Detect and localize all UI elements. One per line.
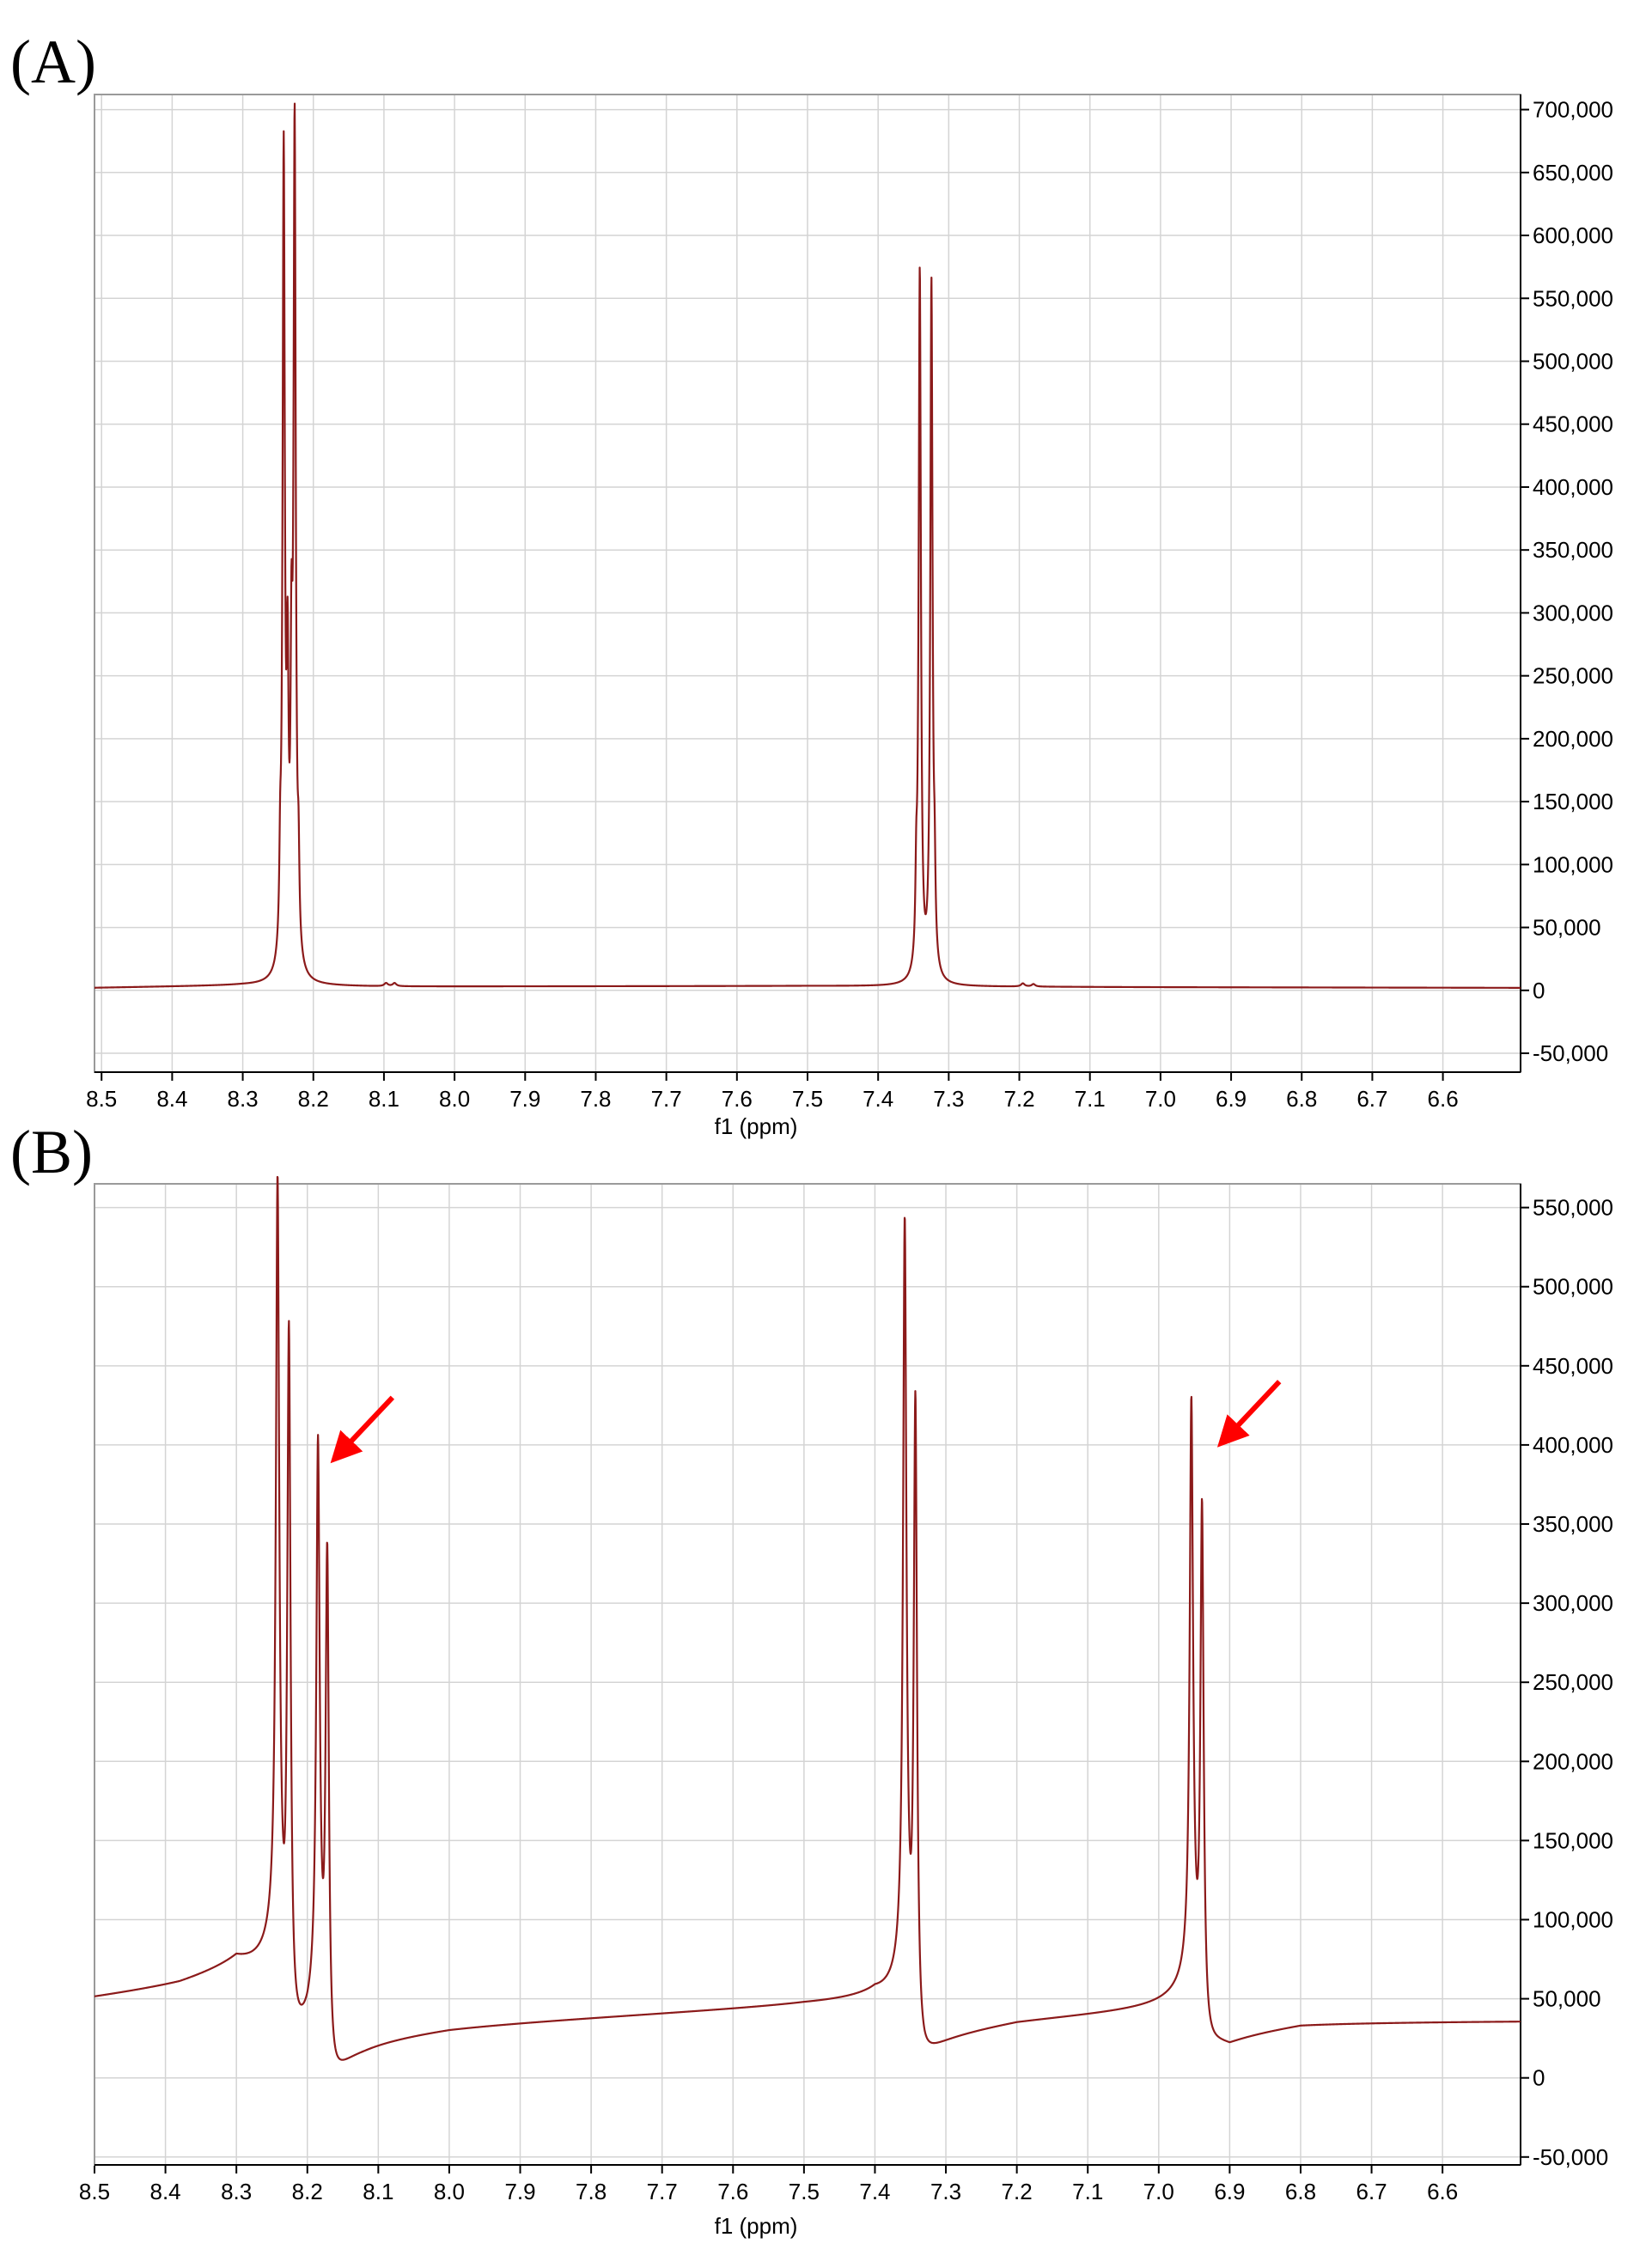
x-tick-label: 7.0: [1143, 2179, 1174, 2204]
x-tick-label: 6.8: [1285, 2179, 1316, 2204]
y-tick-label: -50,000: [1533, 2144, 1608, 2170]
x-tick-label: 7.3: [930, 2179, 961, 2204]
y-tick-label: 350,000: [1533, 537, 1613, 563]
panel-label: (A): [10, 27, 96, 96]
x-tick-label: 7.8: [576, 2179, 607, 2204]
y-tick-label: 250,000: [1533, 663, 1613, 689]
x-tick-label: 7.4: [859, 2179, 890, 2204]
y-tick-label: 500,000: [1533, 348, 1613, 374]
annotation-arrow: [1216, 1380, 1282, 1448]
x-tick-label: 7.2: [1002, 2179, 1033, 2204]
x-tick-label: 8.2: [298, 1086, 329, 1112]
y-tick-label: 200,000: [1533, 726, 1613, 752]
y-tick-label: 300,000: [1533, 600, 1613, 625]
y-tick-label: 550,000: [1533, 285, 1613, 311]
x-tick-label: 8.1: [363, 2179, 393, 2204]
y-tick-label: 0: [1533, 2065, 1545, 2091]
x-tick-label: 8.0: [439, 1086, 470, 1112]
y-tick-label: 600,000: [1533, 223, 1613, 248]
spectrum-line: [94, 102, 1521, 989]
y-tick-label: 400,000: [1533, 1432, 1613, 1458]
x-tick-label: 6.6: [1427, 2179, 1458, 2204]
panel-label: (B): [10, 1118, 93, 1186]
x-tick-label: 7.5: [792, 1086, 823, 1112]
x-tick-label: 8.4: [150, 2179, 181, 2204]
x-tick-label: 6.9: [1214, 2179, 1245, 2204]
x-tick-label: 8.1: [369, 1086, 399, 1112]
y-tick-label: 400,000: [1533, 474, 1613, 500]
x-tick-label: 8.5: [79, 2179, 110, 2204]
y-tick-label: 300,000: [1533, 1590, 1613, 1616]
x-tick-label: 8.5: [86, 1086, 117, 1112]
x-tick-label: 7.3: [933, 1086, 964, 1112]
y-tick-label: 100,000: [1533, 1907, 1613, 1933]
x-tick-label: 8.4: [156, 1086, 187, 1112]
annotation-arrow: [330, 1395, 395, 1464]
spectrum-panel-b: (B) 8.5 8.4 8.3 8.2 8.1 8.0 7.9 7.8 7.7 7.6 7.5 7.4 7…: [10, 1118, 1613, 2239]
x-axis-title: f1 (ppm): [715, 1113, 798, 1139]
x-tick-label: 7.4: [863, 1086, 893, 1112]
y-tick-label: 50,000: [1533, 1986, 1601, 2012]
y-tick-label: 700,000: [1533, 97, 1613, 123]
y-tick-label: 450,000: [1533, 412, 1613, 437]
x-tick-label: 6.8: [1286, 1086, 1317, 1112]
x-tick-label: 7.9: [504, 2179, 535, 2204]
spectrum-panel-a: (A) 8.5 8.4 8.3 8.2 8.1 8.0 7.9 7.8 7.7 7.6 7.5 7.4 7…: [10, 27, 1613, 1139]
x-tick-label: 7.9: [509, 1086, 540, 1112]
y-tick-label: 150,000: [1533, 789, 1613, 814]
y-tick-label: 350,000: [1533, 1511, 1613, 1537]
x-tick-label: 6.7: [1356, 2179, 1387, 2204]
y-tick-label: 250,000: [1533, 1669, 1613, 1695]
plot-frame: [94, 1183, 1521, 2166]
x-tick-label: 8.2: [292, 2179, 323, 2204]
x-tick-label: 6.7: [1356, 1086, 1387, 1112]
x-tick-label: 8.0: [434, 2179, 465, 2204]
x-tick-label: 7.7: [651, 1086, 682, 1112]
y-tick-label: -50,000: [1533, 1040, 1608, 1066]
spectrum-line: [94, 1175, 1521, 2061]
y-tick-label: 150,000: [1533, 1827, 1613, 1853]
x-tick-label: 7.1: [1075, 1086, 1106, 1112]
y-tick-label: 0: [1533, 978, 1545, 1003]
x-tick-label: 7.5: [789, 2179, 820, 2204]
x-tick-label: 8.3: [227, 1086, 258, 1112]
x-tick-label: 6.9: [1216, 1086, 1247, 1112]
x-tick-label: 7.6: [722, 1086, 753, 1112]
y-tick-label: 100,000: [1533, 851, 1613, 877]
x-tick-label: 7.1: [1072, 2179, 1103, 2204]
x-tick-label: 7.7: [647, 2179, 678, 2204]
x-tick-label: 6.6: [1428, 1086, 1459, 1112]
x-tick-label: 8.3: [221, 2179, 252, 2204]
y-tick-label: 500,000: [1533, 1274, 1613, 1300]
x-tick-label: 7.8: [580, 1086, 611, 1112]
y-tick-label: 50,000: [1533, 915, 1601, 941]
x-axis-title: f1 (ppm): [715, 2213, 798, 2239]
y-tick-label: 650,000: [1533, 160, 1613, 186]
y-tick-label: 200,000: [1533, 1748, 1613, 1774]
y-tick-label: 550,000: [1533, 1195, 1613, 1221]
y-tick-label: 450,000: [1533, 1353, 1613, 1379]
x-tick-label: 7.0: [1145, 1086, 1176, 1112]
x-tick-label: 7.2: [1003, 1086, 1034, 1112]
x-tick-label: 7.6: [717, 2179, 748, 2204]
